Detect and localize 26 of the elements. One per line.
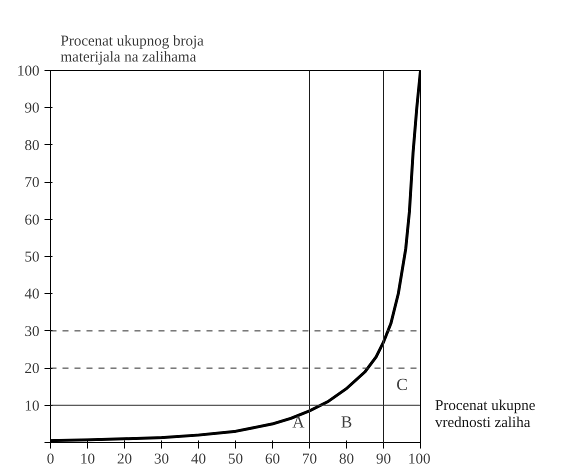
y-tick-label: 100: [17, 64, 40, 80]
y-tick-label: 10: [24, 398, 40, 414]
y-tick-label: 40: [24, 286, 40, 303]
x-tick-label: 40: [191, 452, 206, 468]
x-tick-label: 30: [154, 452, 169, 468]
chart-title: Procenat ukupnog broja materijala na zalihama: [60, 34, 204, 66]
y-tick-label: 20: [24, 361, 40, 378]
x-axis-title: Procenat ukupne vrednosti zaliha: [435, 398, 536, 432]
y-tick-label: 30: [24, 324, 40, 340]
y-tick-label: 50: [24, 250, 40, 266]
y-tick-label: 70: [24, 175, 40, 192]
x-tick-label: 50: [228, 452, 243, 468]
x-tick-label: 80: [339, 452, 354, 468]
y-tick-label: 80: [24, 138, 40, 154]
annotation: B: [340, 412, 352, 432]
annotation: A: [292, 412, 306, 432]
x-tick-label: 10: [80, 452, 95, 468]
x-tick-label: 20: [117, 452, 132, 468]
x-tick-label: 100: [408, 452, 430, 468]
x-tick-label: 60: [265, 452, 280, 468]
y-tick-label: 60: [24, 212, 40, 228]
x-tick-label: 90: [376, 452, 391, 468]
annotation: C: [396, 375, 408, 394]
x-tick-label: 70: [302, 452, 317, 468]
y-tick-label: 90: [24, 100, 40, 117]
x-tick-label: 0: [46, 452, 54, 468]
